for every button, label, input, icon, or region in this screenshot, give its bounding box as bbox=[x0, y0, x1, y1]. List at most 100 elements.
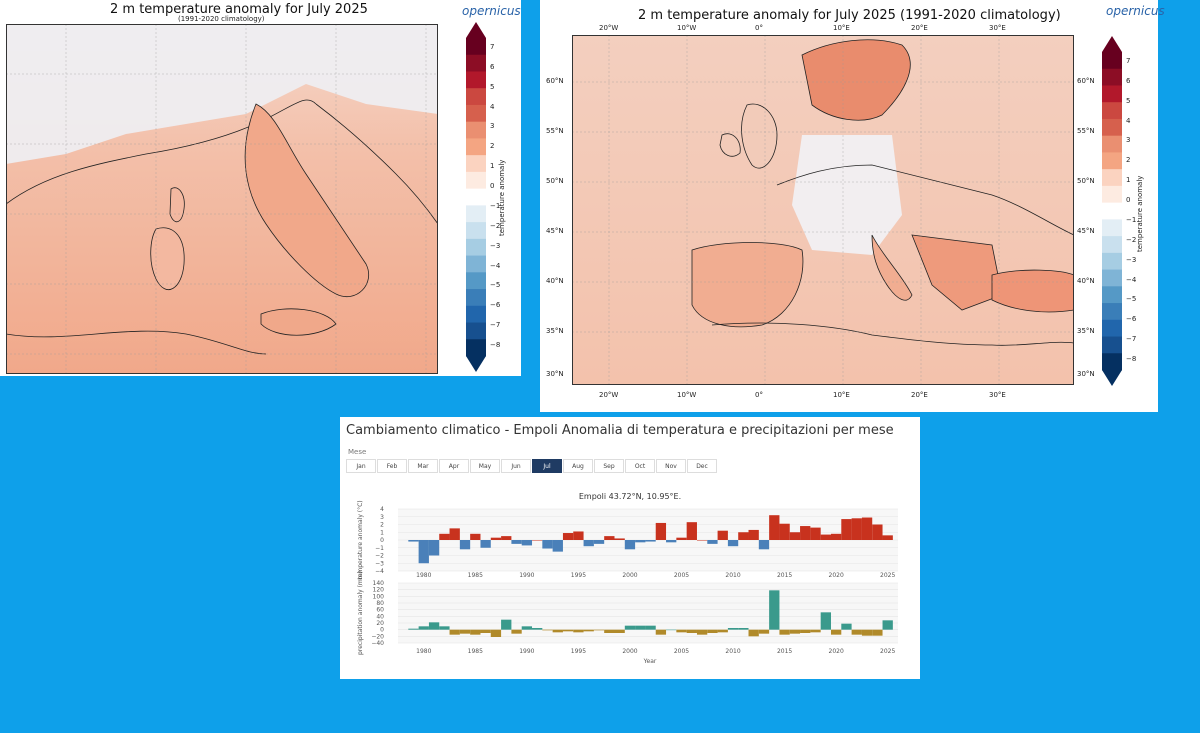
left-colorbar-segment bbox=[466, 188, 486, 206]
month-button-jan[interactable]: Jan bbox=[346, 459, 376, 473]
temp-x-tick: 2010 bbox=[725, 572, 740, 579]
precip-bar bbox=[635, 625, 646, 630]
precip-bar bbox=[439, 626, 450, 630]
temp-bar bbox=[779, 523, 790, 540]
precip-bar bbox=[614, 629, 625, 633]
temp-y-tick: 1 bbox=[380, 529, 384, 536]
precip-bar bbox=[800, 629, 811, 633]
left-colorbar-tick: −2 bbox=[490, 221, 501, 230]
precip-y-tick: 140 bbox=[373, 580, 385, 587]
precip-ylabel: precipitation anomaly (mm) bbox=[357, 571, 364, 655]
temp-x-tick: 2015 bbox=[777, 572, 792, 579]
right-colorbar-tick: 4 bbox=[1126, 116, 1131, 125]
temp-bar bbox=[418, 540, 429, 564]
month-button-feb[interactable]: Feb bbox=[377, 459, 407, 473]
right-colorbar-tick: −1 bbox=[1126, 215, 1137, 224]
temp-bar bbox=[717, 530, 728, 540]
right-colorbar-segment bbox=[1102, 336, 1122, 354]
left-colorbar-tick: −7 bbox=[490, 321, 501, 330]
precip-bar bbox=[604, 629, 615, 633]
right-colorbar-tick: 0 bbox=[1126, 196, 1131, 205]
month-button-apr[interactable]: Apr bbox=[439, 459, 469, 473]
temp-x-tick: 2025 bbox=[880, 572, 895, 579]
left-colorbar-segment bbox=[466, 138, 486, 156]
lat-label-right: 55°N bbox=[1077, 127, 1095, 135]
temp-bar bbox=[428, 540, 440, 556]
left-colorbar-segment bbox=[466, 238, 486, 257]
scandinavia bbox=[801, 39, 911, 121]
lon-label-top: 20°E bbox=[911, 24, 928, 32]
left-colorbar-segment bbox=[466, 71, 486, 89]
left-colorbar-segment bbox=[466, 171, 486, 190]
italy-peninsula bbox=[244, 103, 369, 297]
left-colorbar-tick: −3 bbox=[490, 241, 501, 250]
month-button-jun[interactable]: Jun bbox=[501, 459, 531, 473]
iberia bbox=[691, 242, 804, 328]
precip-bar bbox=[696, 629, 708, 635]
month-button-nov[interactable]: Nov bbox=[656, 459, 686, 473]
temp-bar bbox=[459, 540, 471, 550]
temp-bar bbox=[882, 535, 893, 540]
temp-bar bbox=[583, 540, 594, 547]
month-button-oct[interactable]: Oct bbox=[625, 459, 655, 473]
month-label: Mese bbox=[348, 448, 367, 456]
month-button-jul[interactable]: Jul bbox=[532, 459, 562, 473]
right-colorbar-tick: 7 bbox=[1126, 56, 1131, 65]
month-button-aug[interactable]: Aug bbox=[563, 459, 593, 473]
right-colorbar-segment bbox=[1102, 68, 1122, 86]
precip-bar bbox=[738, 628, 749, 630]
precip-bar bbox=[810, 629, 821, 633]
right-colorbar-segment bbox=[1102, 303, 1122, 321]
balkan-coast bbox=[315, 103, 438, 225]
precip-bar bbox=[542, 629, 553, 631]
precip-bar bbox=[521, 626, 533, 630]
temp-bar bbox=[810, 527, 821, 540]
temp-bar bbox=[542, 540, 553, 549]
temp-bar bbox=[769, 515, 780, 540]
mainland-coast bbox=[776, 164, 1074, 236]
temp-ylabel: temperature anomaly (°C) bbox=[357, 500, 364, 579]
temp-y-tick: −3 bbox=[375, 560, 384, 567]
corsica bbox=[169, 187, 185, 223]
temp-bar bbox=[748, 529, 759, 540]
lat-label-left: 40°N bbox=[546, 277, 564, 285]
ireland bbox=[719, 133, 741, 157]
left-colorbar-segment bbox=[466, 255, 486, 273]
month-button-sep[interactable]: Sep bbox=[594, 459, 624, 473]
copernicus-logo-right: opernicus bbox=[1106, 4, 1165, 18]
temp-x-tick: 1995 bbox=[571, 572, 586, 579]
precip-bar bbox=[872, 629, 883, 636]
right-map bbox=[572, 35, 1074, 385]
precip-bar bbox=[676, 629, 687, 633]
climate-panel: Cambiamento climatico - Empoli Anomalia … bbox=[340, 417, 920, 679]
precip-x-tick: 2020 bbox=[829, 648, 844, 655]
temp-x-tick: 1985 bbox=[468, 572, 483, 579]
right-colorbar-segment bbox=[1102, 52, 1122, 70]
left-colorbar-title: temperature anomaly bbox=[498, 159, 506, 236]
right-colorbar-tick: 5 bbox=[1126, 96, 1131, 105]
temp-bar bbox=[501, 536, 512, 540]
month-button-may[interactable]: May bbox=[470, 459, 500, 473]
left-colorbar-bottom-arrow bbox=[466, 356, 486, 372]
temp-y-tick: 2 bbox=[380, 522, 384, 529]
chart-title: Empoli 43.72°N, 10.95°E. bbox=[579, 492, 681, 501]
lat-label-right: 35°N bbox=[1077, 327, 1095, 335]
left-colorbar-segment bbox=[466, 38, 486, 56]
right-colorbar-tick: −4 bbox=[1126, 275, 1137, 284]
temp-y-tick: 3 bbox=[380, 514, 384, 521]
temp-bar bbox=[851, 518, 862, 540]
temp-bar bbox=[738, 532, 749, 540]
precip-bar bbox=[851, 629, 862, 635]
lon-label-bottom: 30°E bbox=[989, 391, 1006, 399]
temp-bar bbox=[676, 537, 687, 540]
month-button-dec[interactable]: Dec bbox=[687, 459, 717, 473]
temp-x-tick: 2020 bbox=[829, 572, 844, 579]
right-colorbar-segment bbox=[1102, 353, 1122, 371]
right-colorbar-bottom-arrow bbox=[1102, 370, 1122, 386]
precip-y-tick: 80 bbox=[376, 600, 384, 607]
month-button-mar[interactable]: Mar bbox=[408, 459, 438, 473]
lat-label-right: 40°N bbox=[1077, 277, 1095, 285]
temp-x-tick: 1980 bbox=[416, 572, 431, 579]
temp-bar bbox=[480, 540, 491, 548]
precip-y-tick: −40 bbox=[371, 640, 384, 647]
